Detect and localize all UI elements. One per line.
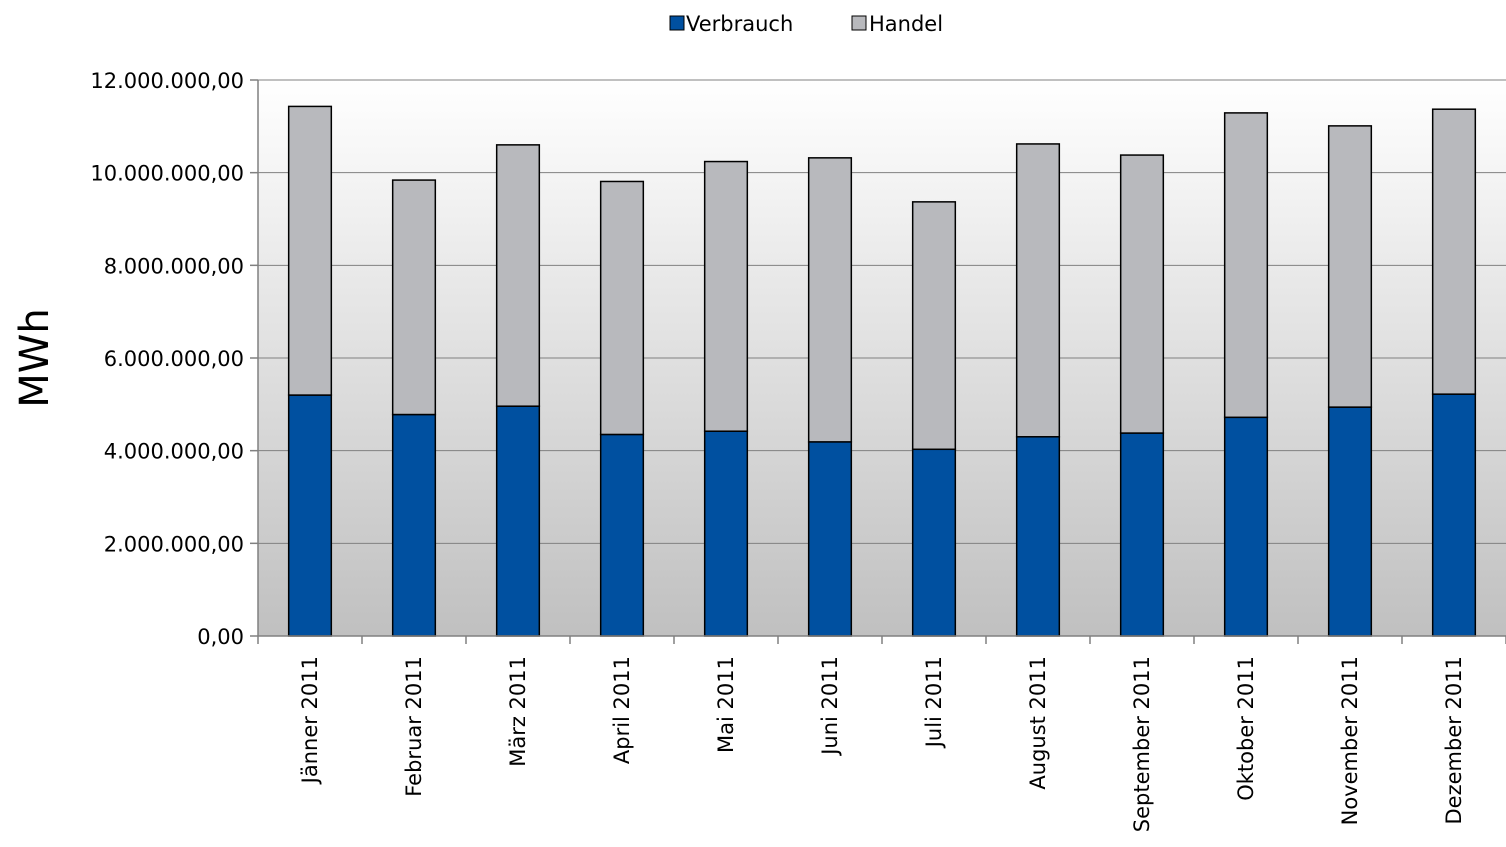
x-tick-label: August 2011: [1026, 656, 1050, 790]
bar-verbrauch: [1431, 393, 1477, 637]
bar-handel: [287, 105, 333, 396]
y-ticks: 0,00 2.000.000,00 4.000.000,00 6.000.000,00…: [90, 69, 258, 649]
legend-label-verbrauch: Verbrauch: [686, 12, 793, 36]
x-tick-label: Februar 2011: [402, 656, 426, 797]
x-tick-label: April 2011: [610, 656, 634, 764]
bar-handel: [703, 160, 749, 432]
legend: Verbrauch Handel: [669, 12, 943, 36]
bar-verbrauch: [911, 448, 957, 637]
bar-verbrauch: [391, 413, 437, 637]
bar-handel: [1119, 154, 1165, 434]
bar-verbrauch: [1119, 432, 1165, 637]
legend-swatch-handel: [851, 15, 867, 31]
y-tick-label: 0,00: [197, 625, 244, 649]
bar-verbrauch: [807, 441, 853, 637]
y-tick-label: 8.000.000,00: [104, 254, 244, 278]
x-tick-label: Juli 2011: [922, 656, 946, 749]
x-tick-label: September 2011: [1130, 656, 1154, 832]
bar-handel: [1015, 143, 1061, 438]
x-tick-label: Jänner 2011: [298, 656, 322, 785]
bar-handel: [495, 144, 541, 407]
bar-handel: [599, 180, 645, 436]
bar-verbrauch: [495, 405, 541, 637]
legend-swatch-verbrauch: [669, 15, 685, 31]
bar-verbrauch: [287, 394, 333, 637]
legend-label-handel: Handel: [869, 12, 943, 36]
bar-handel: [807, 157, 853, 443]
bars: [287, 105, 1477, 637]
bar-handel: [911, 201, 957, 451]
bar-verbrauch: [599, 433, 645, 637]
y-tick-label: 10.000.000,00: [90, 162, 244, 186]
bar-handel: [1327, 125, 1373, 408]
x-tick-label: Mai 2011: [714, 656, 738, 753]
x-tick-label: November 2011: [1338, 656, 1362, 825]
y-tick-label: 12.000.000,00: [90, 69, 244, 93]
bar-verbrauch: [1015, 436, 1061, 637]
x-tick-label: Dezember 2011: [1442, 656, 1466, 825]
y-tick-label: 4.000.000,00: [104, 440, 244, 464]
bar-handel: [391, 179, 437, 416]
y-tick-label: 2.000.000,00: [104, 532, 244, 556]
x-tick-label: März 2011: [506, 656, 530, 767]
y-axis-label: MWh: [12, 308, 58, 407]
x-ticks: Jänner 2011 Februar 2011 März 2011 April 20…: [257, 636, 1506, 832]
x-tick-label: Juni 2011: [818, 656, 842, 757]
gridlines: [258, 79, 1506, 544]
y-tick-label: 6.000.000,00: [104, 347, 244, 371]
x-tick-label: Oktober 2011: [1234, 656, 1258, 801]
bar-verbrauch: [703, 430, 749, 637]
bar-handel: [1223, 112, 1269, 419]
bar-verbrauch: [1327, 406, 1373, 637]
bar-handel: [1431, 108, 1477, 395]
bar-verbrauch: [1223, 416, 1269, 637]
